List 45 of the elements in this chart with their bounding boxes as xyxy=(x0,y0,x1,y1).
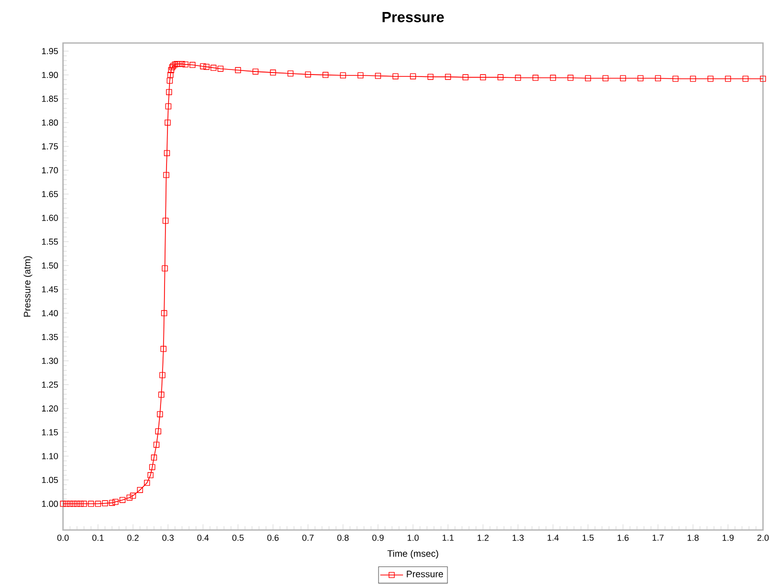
y-tick-label: 1.20 xyxy=(42,405,58,412)
legend-label: Pressure xyxy=(406,570,444,578)
x-tick-label: 1.9 xyxy=(722,534,734,541)
y-tick-label: 1.30 xyxy=(42,358,58,364)
x-axis-title: Time (msec) xyxy=(387,550,438,559)
y-tick-label: 1.40 xyxy=(42,310,58,316)
y-tick-label: 1.45 xyxy=(42,286,58,292)
x-tick-label: 1.1 xyxy=(442,534,454,541)
x-tick-label: 1.0 xyxy=(408,534,419,541)
y-tick-label: 1.25 xyxy=(42,382,58,388)
x-tick-label: 1.4 xyxy=(548,534,559,541)
x-tick-label: 0.6 xyxy=(267,534,279,541)
y-tick-label: 1.15 xyxy=(42,429,58,436)
x-tick-label: 1.3 xyxy=(512,534,524,541)
y-tick-label: 1.10 xyxy=(42,453,58,460)
y-tick-label: 1.60 xyxy=(42,214,58,221)
x-tick-label: 0.9 xyxy=(372,534,384,541)
y-tick-label: 1.35 xyxy=(42,334,58,340)
x-tick-label: 0.3 xyxy=(162,534,174,541)
y-tick-label: 1.00 xyxy=(42,500,58,507)
y-tick-label: 1.70 xyxy=(42,167,58,174)
y-tick-label: 1.75 xyxy=(42,143,58,150)
x-tick-label: 1.8 xyxy=(688,534,699,541)
x-tick-label: 0.5 xyxy=(232,534,244,541)
x-tick-label: 0.4 xyxy=(197,534,209,541)
x-tick-label: 0.2 xyxy=(127,534,139,541)
y-tick-label: 1.05 xyxy=(42,476,58,484)
x-tick-label: 0.7 xyxy=(302,534,314,541)
y-axis-title: Pressure (atm) xyxy=(24,256,32,317)
y-tick-label: 1.65 xyxy=(42,190,58,198)
x-tick-label: 1.2 xyxy=(478,534,489,541)
y-tick-label: 1.55 xyxy=(42,238,58,245)
x-tick-label: 0.0 xyxy=(57,534,69,541)
x-tick-label: 0.8 xyxy=(337,534,349,541)
x-tick-label: 1.5 xyxy=(582,534,594,541)
y-tick-label: 1.80 xyxy=(42,120,58,126)
x-tick-label: 0.1 xyxy=(92,534,104,541)
x-tick-label: 2.0 xyxy=(757,534,769,541)
y-tick-label: 1.95 xyxy=(42,48,58,54)
y-tick-label: 1.90 xyxy=(42,72,58,78)
chart-title: Pressure xyxy=(382,12,444,22)
y-tick-label: 1.85 xyxy=(42,96,58,102)
x-tick-label: 1.7 xyxy=(652,534,664,541)
y-tick-label: 1.50 xyxy=(42,262,58,269)
x-tick-label: 1.6 xyxy=(618,534,629,541)
